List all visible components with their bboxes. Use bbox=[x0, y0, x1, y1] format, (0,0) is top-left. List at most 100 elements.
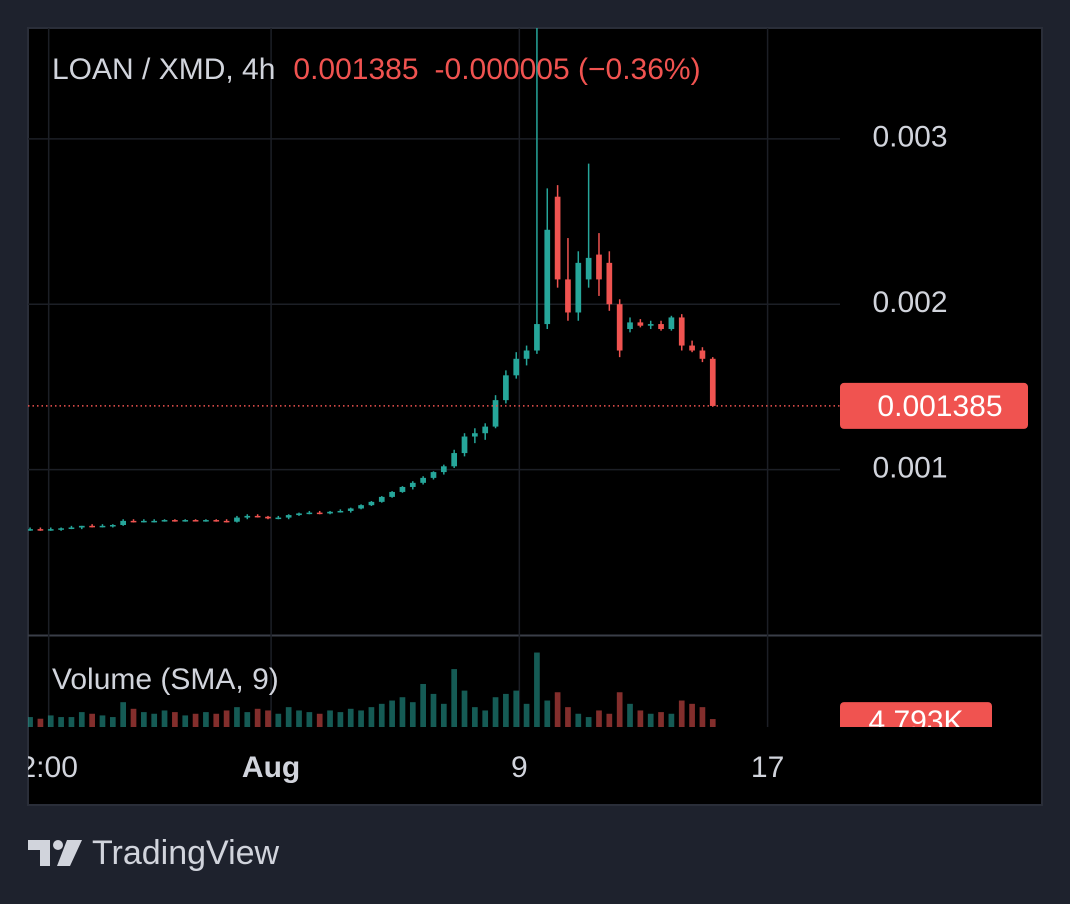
volume-bar bbox=[492, 697, 499, 727]
volume-bar bbox=[275, 713, 282, 727]
chart-title: LOAN / XMD, 4h bbox=[52, 53, 275, 86]
last-price: 0.001385 bbox=[293, 53, 418, 86]
volume-bar bbox=[513, 690, 520, 727]
candle-body bbox=[306, 512, 313, 515]
candle-body bbox=[585, 257, 592, 280]
candle-body bbox=[627, 322, 633, 330]
volume-bar bbox=[678, 700, 685, 727]
volume-bar bbox=[709, 719, 716, 727]
volume-bar bbox=[482, 710, 489, 727]
last-price-tag bbox=[840, 382, 1028, 429]
volume-bar bbox=[689, 703, 695, 727]
volume-bar bbox=[378, 703, 385, 727]
volume-bar bbox=[585, 717, 592, 727]
candle-body bbox=[399, 486, 406, 492]
brand: TradingView bbox=[92, 834, 280, 872]
axes: 0.001 0.002 0.003 2:00 Aug 9 17 0.001385 4.793K bbox=[19, 121, 1028, 784]
volume-bar bbox=[130, 708, 137, 727]
volume-bar bbox=[699, 707, 706, 727]
candle-body bbox=[358, 505, 364, 509]
candle-body bbox=[658, 324, 664, 330]
volume-bar bbox=[575, 713, 582, 727]
volume-bar bbox=[337, 712, 344, 727]
candle-body bbox=[192, 520, 199, 522]
volume-bar bbox=[440, 703, 447, 727]
candle-body bbox=[472, 433, 478, 437]
candle-body bbox=[172, 520, 178, 522]
candle-body bbox=[565, 279, 571, 313]
y-tick-label: 0.003 bbox=[872, 121, 947, 154]
volume-bar bbox=[347, 708, 354, 727]
volume-bar bbox=[596, 710, 602, 727]
candle-body bbox=[616, 304, 623, 351]
x-tick-label: 9 bbox=[511, 751, 528, 784]
volume-last-label: 4.793K bbox=[868, 705, 963, 738]
volume-bar bbox=[451, 669, 458, 727]
volume-title: Volume (SMA, 9) bbox=[52, 663, 279, 696]
candle-body bbox=[285, 515, 292, 518]
candles bbox=[28, 28, 716, 531]
volume-bar bbox=[172, 712, 178, 727]
candle-body bbox=[544, 229, 551, 325]
candle-body bbox=[689, 345, 695, 351]
candle-body bbox=[234, 517, 240, 522]
volume-bar bbox=[420, 683, 426, 727]
candle-body bbox=[141, 520, 147, 523]
volume-last-tag bbox=[840, 702, 992, 727]
volume-bar bbox=[68, 717, 75, 727]
candle-body bbox=[596, 254, 602, 280]
volume-bar bbox=[368, 707, 375, 727]
volume-bar bbox=[316, 713, 323, 727]
volume-bar bbox=[430, 693, 437, 727]
candle-body bbox=[678, 317, 685, 346]
volume-bar bbox=[399, 697, 406, 727]
candle-body bbox=[709, 358, 716, 406]
x-tick-label: Aug bbox=[242, 751, 300, 784]
grid bbox=[28, 28, 840, 727]
volume-bar bbox=[78, 712, 85, 727]
volume-bar bbox=[668, 713, 675, 727]
volume-bar bbox=[534, 652, 540, 727]
volume-bar bbox=[265, 710, 271, 727]
time-axis: 2:00 Aug 9 17 bbox=[19, 751, 784, 784]
volume-bar bbox=[223, 710, 230, 727]
volume-bar bbox=[327, 710, 333, 727]
candle-body bbox=[99, 525, 106, 528]
candle-body bbox=[265, 516, 271, 519]
candle-body bbox=[668, 317, 675, 330]
volume-bar bbox=[658, 712, 664, 727]
volume-bar bbox=[627, 703, 633, 727]
candle-body bbox=[368, 501, 375, 506]
candle-body bbox=[647, 324, 654, 326]
price-change: -0.000005 (−0.36%) bbox=[435, 53, 701, 86]
candle-body bbox=[161, 520, 168, 522]
candle-body bbox=[28, 529, 33, 531]
candle-body bbox=[420, 477, 426, 483]
x-tick-label: 2:00 bbox=[19, 751, 77, 784]
candle-body bbox=[68, 527, 75, 529]
volume-bar bbox=[523, 703, 530, 727]
volume-bar bbox=[306, 712, 313, 727]
candle-body bbox=[47, 529, 54, 531]
volume-bar bbox=[296, 710, 302, 727]
candle-body bbox=[58, 528, 64, 530]
x-tick-label: 17 bbox=[751, 751, 784, 784]
volume-bar bbox=[637, 710, 644, 727]
candle-body bbox=[430, 472, 437, 478]
volume-bar bbox=[285, 707, 292, 727]
volume-bars bbox=[28, 652, 716, 727]
y-tick-label: 0.001 bbox=[872, 452, 947, 485]
candle-body bbox=[637, 322, 644, 326]
volume-bar bbox=[244, 712, 251, 727]
volume-axis: 4.793K bbox=[840, 702, 992, 738]
candle-body bbox=[244, 515, 251, 518]
last-price-label: 0.001385 bbox=[877, 390, 1002, 423]
candle-body bbox=[389, 491, 395, 497]
candle-body bbox=[151, 520, 158, 523]
candle-body bbox=[213, 520, 220, 522]
candle-body bbox=[120, 520, 127, 526]
candle-body bbox=[223, 520, 230, 523]
candle-body bbox=[378, 496, 385, 502]
